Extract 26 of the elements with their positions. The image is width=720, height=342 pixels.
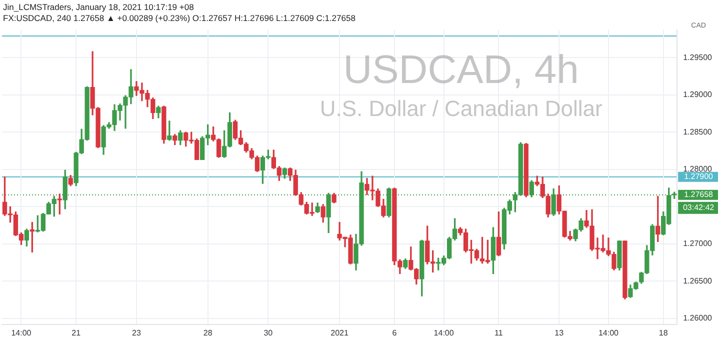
x-tick-label: 14:00	[11, 328, 32, 338]
x-tick-label: 14:00	[434, 328, 454, 338]
text: 03:42:42	[682, 203, 715, 212]
x-tick-label: 6	[392, 328, 398, 338]
y-tick-label: 1.28500	[683, 127, 713, 136]
ref-line-label: 1.27658	[684, 190, 714, 200]
y-tick-label: 1.26000	[683, 314, 713, 323]
x-tick-label: 28	[203, 328, 213, 338]
text: U.S. Dollar / Canadian Dollar	[320, 96, 602, 122]
y-tick-label: 1.29500	[683, 52, 713, 62]
y-tick-label: 1.29000	[683, 90, 713, 100]
x-tick-label: 11	[494, 328, 504, 338]
x-tick-label: 30	[264, 328, 274, 338]
ref-line-label: 1.27900	[684, 172, 714, 182]
x-tick-label: 23	[132, 328, 142, 338]
y-tick-label: 1.28000	[683, 164, 713, 174]
x-tick-label: 21	[72, 328, 82, 338]
x-tick-label: 13	[554, 328, 564, 338]
text: USDCAD, 4h	[343, 48, 579, 92]
y-tick-label: 1.26500	[683, 276, 713, 286]
x-tick-label: 18	[658, 328, 668, 338]
text: Jin_LCMSTraders, January 18, 2021 10:17:19 +08	[3, 2, 195, 13]
x-tick-label: 2021	[330, 328, 349, 338]
x-tick-label: 14:00	[598, 328, 620, 338]
text: FX:USDCAD, 240 1.27658 ▲ +0.00289 (+0.23%) O:1.27657 H:1.27696 L:1.27609 C:1.27658	[3, 13, 356, 24]
y-tick-label: 1.27000	[683, 239, 713, 248]
